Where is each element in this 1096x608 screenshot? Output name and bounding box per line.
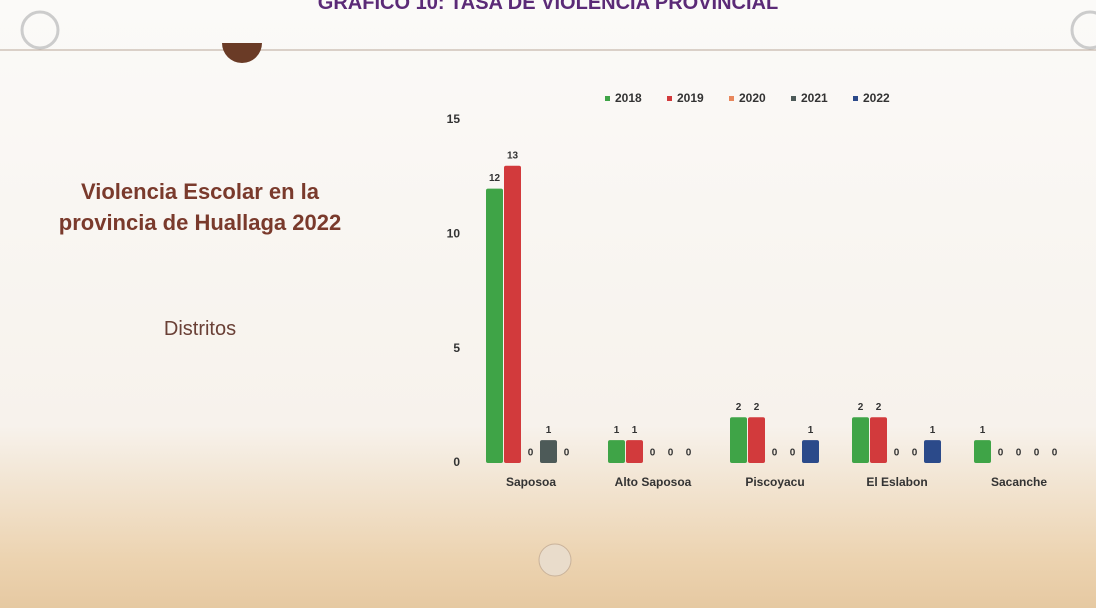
value-label: 0: [790, 448, 796, 459]
legend-swatch: [853, 96, 858, 101]
value-label: 1: [614, 425, 620, 436]
bar: [748, 417, 765, 463]
value-label: 0: [528, 448, 534, 459]
bar: [870, 417, 887, 463]
value-label: 13: [507, 150, 519, 161]
value-label: 0: [894, 448, 900, 459]
value-label: 2: [754, 402, 760, 413]
bar: [486, 189, 503, 463]
y-tick-label: 15: [447, 112, 461, 126]
legend-label: 2022: [863, 91, 890, 105]
bar: [540, 440, 557, 463]
decoration: [222, 43, 262, 63]
value-label: 0: [650, 448, 656, 459]
bar: [802, 440, 819, 463]
x-tick-label: El Eslabon: [866, 475, 927, 489]
y-tick-label: 5: [453, 341, 460, 355]
bar: [924, 440, 941, 463]
value-label: 0: [1034, 448, 1040, 459]
bar: [974, 440, 991, 463]
value-label: 2: [736, 402, 742, 413]
value-label: 1: [546, 425, 552, 436]
chart: 05101520182019202020212022Saposoa1213010…: [0, 0, 1096, 608]
value-label: 1: [632, 425, 638, 436]
x-tick-label: Alto Saposoa: [615, 475, 692, 489]
x-tick-label: Sacanche: [991, 475, 1047, 489]
bar: [608, 440, 625, 463]
x-tick-label: Saposoa: [506, 475, 556, 489]
value-label: 0: [1016, 448, 1022, 459]
bar: [730, 417, 747, 463]
legend-label: 2020: [739, 91, 766, 105]
value-label: 0: [772, 448, 778, 459]
value-label: 2: [858, 402, 864, 413]
y-tick-label: 0: [453, 455, 460, 469]
legend-label: 2018: [615, 91, 642, 105]
slide: GRÁFICO 10: TASA DE VIOLENCIA PROVINCIAL…: [0, 0, 1096, 608]
value-label: 2: [876, 402, 882, 413]
value-label: 0: [1052, 448, 1058, 459]
decoration: [1072, 12, 1096, 48]
value-label: 0: [686, 448, 692, 459]
legend-swatch: [791, 96, 796, 101]
legend-swatch: [729, 96, 734, 101]
value-label: 1: [808, 425, 814, 436]
value-label: 0: [998, 448, 1004, 459]
value-label: 12: [489, 173, 501, 184]
x-tick-label: Piscoyacu: [745, 475, 804, 489]
decoration: [22, 12, 58, 48]
legend-swatch: [667, 96, 672, 101]
bar: [626, 440, 643, 463]
bar: [852, 417, 869, 463]
legend-swatch: [605, 96, 610, 101]
legend-label: 2019: [677, 91, 704, 105]
value-label: 1: [930, 425, 936, 436]
logo: [539, 544, 571, 576]
value-label: 0: [668, 448, 674, 459]
bar: [504, 166, 521, 463]
value-label: 1: [980, 425, 986, 436]
legend-label: 2021: [801, 91, 828, 105]
y-tick-label: 10: [447, 227, 461, 241]
value-label: 0: [564, 448, 570, 459]
value-label: 0: [912, 448, 918, 459]
